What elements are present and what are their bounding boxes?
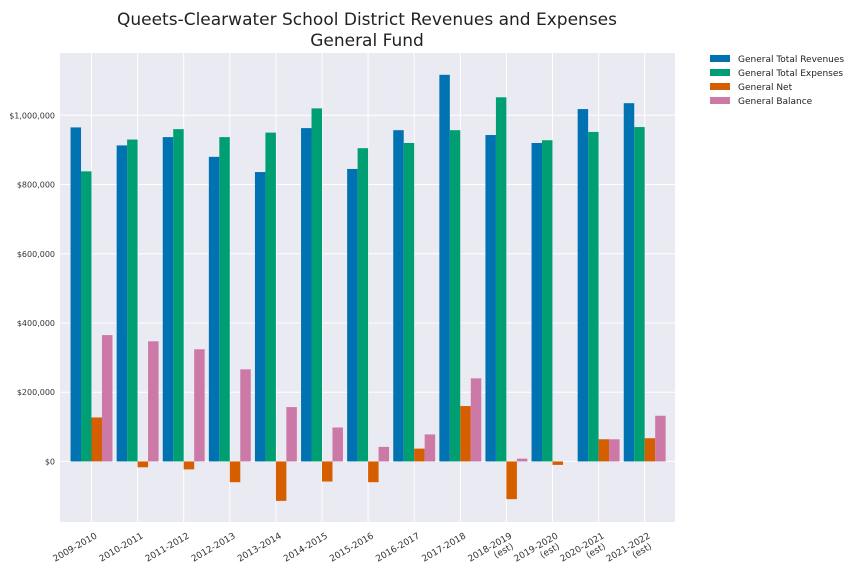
bar-3-0: [101, 335, 113, 462]
bar-1-6: [357, 148, 369, 462]
bar-3-4: [286, 407, 297, 462]
bar-2-2: [183, 461, 195, 470]
bar-1-2: [173, 129, 184, 462]
bar-0-9: [485, 135, 496, 462]
y-tick-label: $200,000: [17, 388, 55, 397]
bar-1-12: [634, 127, 645, 462]
bar-0-12: [623, 103, 635, 462]
legend-swatch: [710, 97, 730, 104]
bar-0-6: [347, 168, 358, 462]
y-tick-label: $800,000: [17, 181, 55, 190]
bar-2-8: [460, 406, 471, 462]
bar-3-9: [516, 458, 528, 462]
y-tick-label: $1,000,000: [9, 111, 55, 120]
bar-1-7: [403, 142, 415, 462]
x-tick-label: 2014-2015: [282, 531, 329, 564]
y-tick-label: $0: [45, 457, 55, 466]
x-tick-label: 2009-2010: [52, 531, 100, 564]
bar-1-11: [588, 131, 599, 462]
x-tick-label: 2013-2014: [236, 531, 284, 564]
legend-label: General Total Expenses: [738, 69, 843, 79]
bar-1-5: [311, 108, 322, 462]
bar-0-5: [301, 128, 312, 462]
x-tick-label: 2015-2016: [328, 531, 376, 564]
x-tick-labels: 2009-20102010-20112011-20122012-20132013…: [52, 531, 657, 573]
chart-subtitle: General Fund: [310, 31, 424, 51]
bar-3-12: [655, 415, 666, 462]
bar-0-10: [531, 142, 543, 462]
x-tick-label: 2017-2018: [420, 531, 468, 564]
bars: [70, 74, 666, 501]
bar-2-3: [229, 461, 241, 483]
bar-0-7: [393, 130, 404, 462]
bar-2-11: [598, 439, 610, 462]
bar-2-9: [506, 461, 517, 500]
bar-3-8: [470, 378, 482, 462]
bar-1-4: [265, 132, 276, 462]
bar-2-4: [275, 461, 287, 501]
legend-label: General Net: [738, 83, 793, 93]
bar-3-11: [609, 439, 620, 462]
bar-1-9: [495, 97, 507, 462]
bar-3-6: [378, 446, 390, 462]
legend: General Total Revenues General Total Expe…: [710, 55, 844, 107]
x-tick-label: 2018-2019(est): [467, 531, 520, 573]
bar-1-1: [127, 139, 138, 462]
bar-0-8: [439, 74, 450, 462]
bar-2-10: [552, 461, 563, 465]
bar-2-5: [322, 461, 333, 482]
x-tick-label: 2012-2013: [190, 531, 237, 564]
bar-1-0: [81, 171, 92, 462]
chart-title: Queets-Clearwater School District Revenu…: [117, 10, 617, 30]
bar-1-3: [219, 137, 230, 462]
bar-0-2: [162, 137, 174, 462]
legend-label: General Total Revenues: [738, 55, 844, 65]
bar-2-7: [414, 448, 425, 462]
x-tick-label: 2011-2012: [144, 531, 191, 564]
y-tick-label: $400,000: [17, 319, 55, 328]
bar-0-4: [254, 172, 266, 462]
bar-0-3: [208, 156, 220, 462]
legend-label: General Balance: [738, 97, 813, 107]
bar-0-11: [577, 109, 589, 462]
y-tick-label: $600,000: [17, 250, 55, 259]
x-tick-label: 2021-2022(est): [605, 531, 657, 573]
x-tick-label: 2016-2017: [374, 531, 421, 564]
x-tick-label: 2020-2021(est): [559, 531, 611, 573]
bar-2-12: [644, 438, 656, 462]
bar-2-1: [137, 461, 149, 468]
legend-swatch: [710, 83, 730, 90]
bar-1-10: [542, 140, 553, 462]
bar-3-2: [194, 349, 205, 462]
bar-3-3: [240, 369, 251, 462]
y-tick-labels: $0 $200,000 $400,000 $600,000 $800,000 $1,000…: [9, 111, 55, 466]
legend-swatch: [710, 55, 730, 62]
bar-0-0: [70, 127, 82, 462]
bar-3-7: [424, 434, 436, 462]
x-tick-label: 2019-2020(est): [513, 531, 566, 573]
x-tick-label: 2010-2011: [98, 531, 145, 564]
legend-swatch: [710, 69, 730, 76]
bar-3-5: [332, 427, 343, 462]
bar-2-0: [91, 417, 102, 462]
bar-2-6: [368, 461, 379, 483]
bar-1-8: [449, 130, 461, 462]
bar-3-1: [148, 341, 159, 462]
bar-0-1: [116, 145, 128, 462]
